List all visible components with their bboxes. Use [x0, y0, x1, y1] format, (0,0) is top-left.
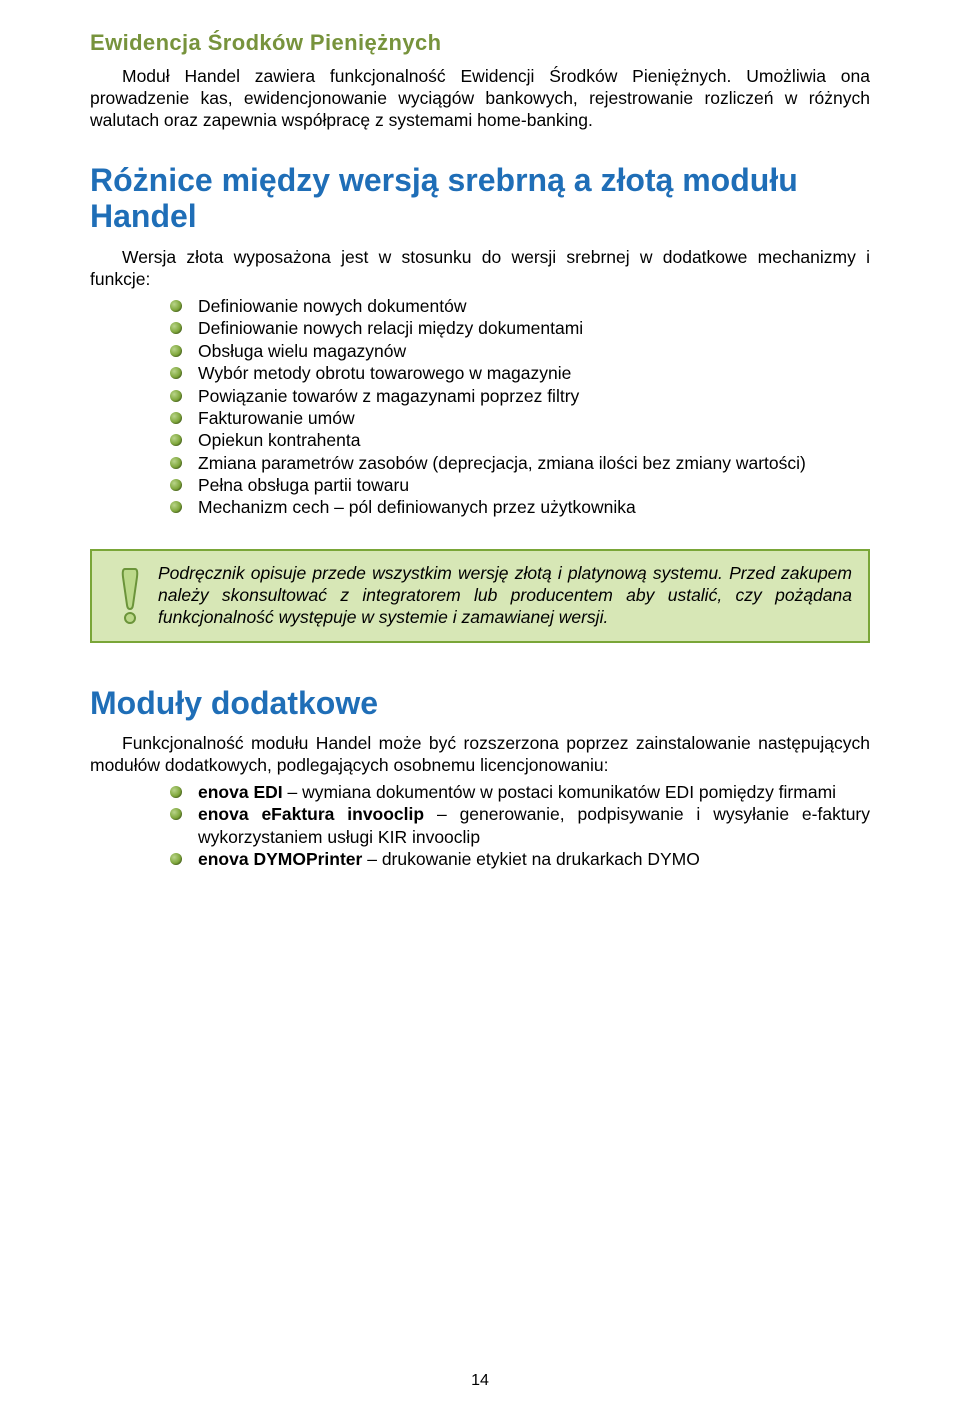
module-desc: – wymiana dokumentów w postaci komunikat… — [283, 782, 836, 802]
list-item: enova EDI – wymiana dokumentów w postaci… — [170, 781, 870, 803]
module-name: enova DYMOPrinter — [198, 849, 362, 869]
module-desc: – drukowanie etykiet na drukarkach DYMO — [362, 849, 700, 869]
section-intro-moduly: Funkcjonalność modułu Handel może być ro… — [90, 733, 870, 777]
list-item: Mechanizm cech – pól definiowanych przez… — [170, 496, 870, 518]
list-item: Opiekun kontrahenta — [170, 429, 870, 451]
section-paragraph: Moduł Handel zawiera funkcjonalność Ewid… — [90, 66, 870, 132]
list-item: enova eFaktura invooclip – generowanie, … — [170, 803, 870, 848]
modules-list: enova EDI – wymiana dokumentów w postaci… — [90, 781, 870, 871]
feature-list: Definiowanie nowych dokumentówDefiniowan… — [90, 295, 870, 519]
list-item: Wybór metody obrotu towarowego w magazyn… — [170, 362, 870, 384]
section-heading-roznice: Różnice między wersją srebrną a złotą mo… — [90, 162, 870, 236]
list-item: Fakturowanie umów — [170, 407, 870, 429]
list-item: Definiowanie nowych dokumentów — [170, 295, 870, 317]
list-item: Definiowanie nowych relacji między dokum… — [170, 317, 870, 339]
section-intro: Wersja złota wyposażona jest w stosunku … — [90, 247, 870, 291]
document-page: Ewidencja Środków Pieniężnych Moduł Hand… — [0, 0, 960, 1414]
list-item: Powiązanie towarów z magazynami poprzez … — [170, 385, 870, 407]
exclamation-icon — [102, 567, 158, 625]
list-item: Pełna obsługa partii towaru — [170, 474, 870, 496]
list-item: Zmiana parametrów zasobów (deprecjacja, … — [170, 452, 870, 474]
module-name: enova eFaktura invooclip — [198, 804, 424, 824]
list-item: enova DYMOPrinter – drukowanie etykiet n… — [170, 848, 870, 870]
section-heading-ewidencja: Ewidencja Środków Pieniężnych — [90, 30, 870, 56]
note-text: Podręcznik opisuje przede wszystkim wers… — [158, 563, 852, 629]
page-number: 14 — [0, 1372, 960, 1390]
list-item: Obsługa wielu magazynów — [170, 340, 870, 362]
note-box: Podręcznik opisuje przede wszystkim wers… — [90, 549, 870, 643]
section-heading-moduly: Moduły dodatkowe — [90, 685, 870, 722]
module-name: enova EDI — [198, 782, 283, 802]
